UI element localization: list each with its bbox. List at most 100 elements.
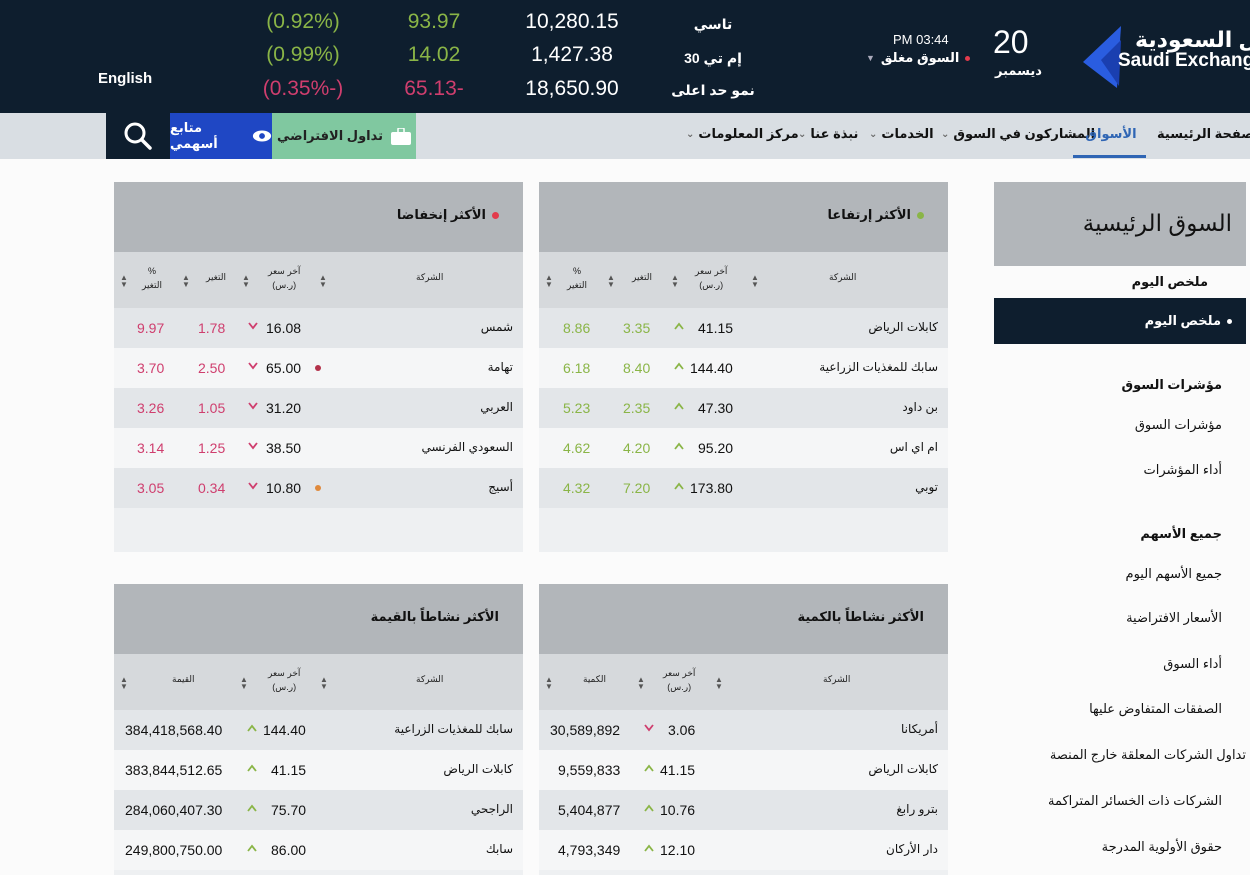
index-name[interactable]: إم تي 30 xyxy=(684,50,742,66)
company-name[interactable]: أسيج xyxy=(488,480,513,494)
col-price[interactable]: آخر سعر (ر.س) xyxy=(695,264,727,292)
sidebar-item-index-performance[interactable]: أداء المؤشرات xyxy=(1143,462,1222,477)
nav-label: نبذة عنا xyxy=(810,126,859,141)
pct-change: 4.32 xyxy=(563,480,591,496)
table-row[interactable]: بن داود 47.30 2.35 5.23 xyxy=(539,388,948,428)
table-row[interactable]: سابك 86.00 249,800,750.00 xyxy=(114,830,523,870)
col-pct[interactable]: % التغير xyxy=(142,264,162,292)
col-price[interactable]: آخر سعر (ر.س) xyxy=(268,666,300,694)
virtual-trading-button[interactable]: تداول الافتراضي xyxy=(272,113,416,159)
sort-icon[interactable]: ▲ ▼ xyxy=(545,675,553,691)
col-price[interactable]: آخر سعر (ر.س) xyxy=(268,264,300,292)
logo-text-en[interactable]: Saudi Exchange xyxy=(1118,50,1250,71)
sort-icon[interactable]: ▲ ▼ xyxy=(240,675,248,691)
company-name[interactable]: سابك للمغذيات الزراعية xyxy=(394,722,513,736)
table-row[interactable]: كابلات الرياض 41.15 9,559,833 xyxy=(539,750,948,790)
company-name[interactable]: بترو رابغ xyxy=(896,802,938,816)
col-qty[interactable]: الكمية xyxy=(583,674,606,684)
nav-item-services[interactable]: ⌄ الخدمات xyxy=(869,126,934,142)
table-row[interactable]: سابك للمغذيات الزراعية 144.40 384,418,56… xyxy=(114,710,523,750)
company-name[interactable]: السعودي الفرنسي xyxy=(421,440,513,454)
col-pct-symbol: % xyxy=(572,266,581,276)
col-pct[interactable]: % التغير xyxy=(567,264,587,292)
col-change[interactable]: التغير xyxy=(206,272,226,282)
sidebar-item-indices[interactable]: مؤشرات السوق xyxy=(1134,417,1222,432)
table-row[interactable]: شمس 16.08 1.78 9.97 xyxy=(114,308,523,348)
col-value[interactable]: القيمة xyxy=(172,674,195,684)
company-name[interactable]: سابك xyxy=(485,842,513,856)
last-price: 173.80 xyxy=(690,480,733,496)
table-row[interactable]: تهامة 65.00 2.50 3.70 xyxy=(114,348,523,388)
market-status[interactable]: ▼ السوق مغلق xyxy=(866,50,971,66)
col-company[interactable]: الشركة xyxy=(823,674,851,684)
company-name[interactable]: أمريكانا xyxy=(900,722,938,736)
sort-icon[interactable]: ▲ ▼ xyxy=(715,675,723,691)
col-company[interactable]: الشركة xyxy=(829,272,857,282)
table-row[interactable]: بترو رابغ 10.76 5,404,877 xyxy=(539,790,948,830)
sidebar-section-today[interactable]: ملخص اليوم xyxy=(1131,274,1208,289)
sidebar-section-all-stocks[interactable]: جميع الأسهم xyxy=(1140,526,1222,541)
table-row[interactable]: أسيج 10.80 0.34 3.05 xyxy=(114,468,523,508)
nav-item-participants[interactable]: ⌄ المشاركون في السوق xyxy=(941,126,1095,142)
sidebar-item-all-stocks-today[interactable]: جميع الأسهم اليوم xyxy=(1125,566,1222,581)
sort-icon[interactable]: ▲ ▼ xyxy=(120,675,128,691)
table-row[interactable]: ام اي اس 95.20 4.20 4.62 xyxy=(539,428,948,468)
sidebar-item-suspended-otc[interactable]: تداول الشركات المعلقة خارج المنصة xyxy=(1049,747,1246,762)
sort-icon[interactable]: ▲ ▼ xyxy=(545,273,553,289)
sort-icon[interactable]: ▲ ▼ xyxy=(671,273,679,289)
logo-text-ar[interactable]: تداول السعودية xyxy=(1135,27,1250,52)
sidebar-item-rights-issues[interactable]: حقوق الأولوية المدرجة xyxy=(1101,839,1222,854)
watchlist-button[interactable]: متابع أسهمي xyxy=(170,113,272,159)
col-change[interactable]: التغير xyxy=(632,272,652,282)
sidebar-item-today-summary[interactable]: ملخص اليوم xyxy=(994,298,1246,344)
panel-header xyxy=(539,584,948,654)
table-row[interactable]: كابلات الرياض 41.15 3.35 8.86 xyxy=(539,308,948,348)
table-row[interactable]: السعودي الفرنسي 38.50 1.25 3.14 xyxy=(114,428,523,468)
sort-icon[interactable]: ▲ ▼ xyxy=(120,273,128,289)
sort-icon[interactable]: ▲ ▼ xyxy=(637,675,645,691)
company-name[interactable]: كابلات الرياض xyxy=(868,320,938,334)
index-name[interactable]: نمو حد اعلى xyxy=(671,82,755,98)
nav-item-markets[interactable]: ⌄ الأسواق xyxy=(1073,126,1137,142)
sidebar-item-accumulated-losses[interactable]: الشركات ذات الخسائر المتراكمة xyxy=(1048,793,1222,808)
table-row[interactable]: سابك للمغذيات الزراعية 144.40 8.40 6.18 xyxy=(539,348,948,388)
col-company[interactable]: الشركة xyxy=(416,272,444,282)
table-row[interactable]: الراجحي 75.70 284,060,407.30 xyxy=(114,790,523,830)
company-name[interactable]: العربي xyxy=(480,400,513,414)
sort-icon[interactable]: ▲ ▼ xyxy=(320,675,328,691)
sort-icon[interactable]: ▲ ▼ xyxy=(242,273,250,289)
sidebar-item-market-performance[interactable]: أداء السوق xyxy=(1163,656,1222,671)
company-name[interactable]: توبي xyxy=(915,480,938,494)
company-name[interactable]: الراجحي xyxy=(470,802,513,816)
last-price: 16.08 xyxy=(266,320,302,336)
search-button[interactable] xyxy=(106,113,170,159)
table-row[interactable]: أمريكانا 3.06 30,589,892 xyxy=(539,710,948,750)
market-time: PM 03:44 xyxy=(893,32,949,47)
company-name[interactable]: كابلات الرياض xyxy=(443,762,513,776)
sort-icon[interactable]: ▲ ▼ xyxy=(319,273,327,289)
index-name[interactable]: تاسي xyxy=(693,16,733,32)
sort-icon[interactable]: ▲ ▼ xyxy=(607,273,615,289)
table-row[interactable]: توبي 173.80 7.20 4.32 xyxy=(539,468,948,508)
nav-item-info-center[interactable]: ⌄ مركز المعلومات xyxy=(686,126,799,142)
company-name[interactable]: شمس xyxy=(480,320,513,334)
sidebar-item-theoretical-prices[interactable]: الأسعار الافتراضية xyxy=(1126,610,1222,625)
col-price[interactable]: آخر سعر (ر.س) xyxy=(663,666,695,694)
col-company[interactable]: الشركة xyxy=(416,674,444,684)
language-toggle[interactable]: English xyxy=(98,70,153,87)
table-row[interactable]: العربي 31.20 1.05 3.26 xyxy=(114,388,523,428)
table-row[interactable]: دار الأركان 12.10 4,793,349 xyxy=(539,830,948,870)
table-row[interactable]: كابلات الرياض 41.15 383,844,512.65 xyxy=(114,750,523,790)
sidebar-section-indices[interactable]: مؤشرات السوق xyxy=(1121,377,1222,392)
company-name[interactable]: بن داود xyxy=(902,400,938,414)
company-name[interactable]: تهامة xyxy=(487,360,513,374)
sidebar-item-negotiated-deals[interactable]: الصفقات المتفاوض عليها xyxy=(1089,701,1222,716)
nav-item-home[interactable]: الصفحة الرئيسية xyxy=(1157,126,1250,142)
company-name[interactable]: سابك للمغذيات الزراعية xyxy=(819,360,938,374)
nav-item-about[interactable]: ⌄ نبذة عنا xyxy=(798,126,858,142)
company-name[interactable]: دار الأركان xyxy=(886,842,938,856)
sort-icon[interactable]: ▲ ▼ xyxy=(182,273,190,289)
company-name[interactable]: ام اي اس xyxy=(889,440,938,454)
sort-icon[interactable]: ▲ ▼ xyxy=(751,273,759,289)
company-name[interactable]: كابلات الرياض xyxy=(868,762,938,776)
